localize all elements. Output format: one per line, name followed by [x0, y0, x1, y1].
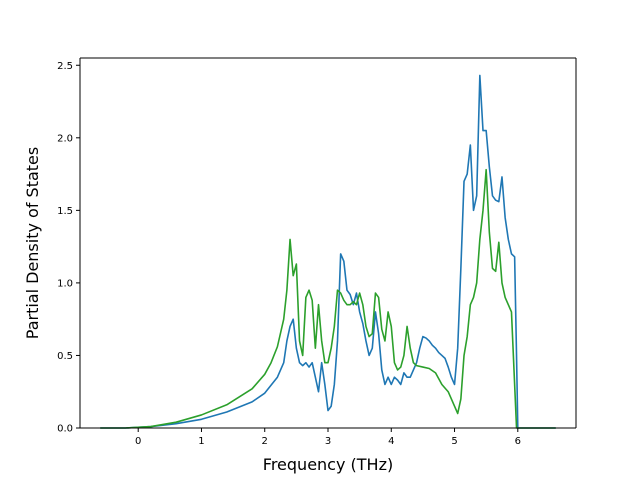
x-tick-label: 3: [325, 436, 331, 447]
series-line-2: [100, 168, 556, 429]
series-layer: [100, 74, 556, 429]
y-tick-label: 2.5: [57, 61, 73, 72]
y-tick-label: 0.0: [57, 424, 73, 435]
x-tick-label: 0: [135, 436, 141, 447]
y-axis-label: Partial Density of States: [23, 147, 42, 339]
x-tick-label: 6: [515, 436, 521, 447]
x-axis-ticks: 0 1 2 3 4 5 6: [135, 428, 521, 447]
x-tick-label: 4: [388, 436, 394, 447]
y-tick-label: 0.5: [57, 351, 73, 362]
x-axis-label: Frequency (THz): [263, 455, 393, 474]
y-tick-label: 1.5: [57, 206, 73, 217]
y-axis-ticks: 0.0 0.5 1.0 1.5 2.0 2.5: [57, 61, 80, 435]
x-tick-label: 2: [262, 436, 268, 447]
x-tick-label: 5: [451, 436, 457, 447]
y-tick-label: 2.0: [57, 133, 73, 144]
x-tick-label: 1: [198, 436, 204, 447]
series-line-1: [100, 74, 556, 429]
plot-area: [80, 58, 576, 428]
y-tick-label: 1.0: [57, 278, 73, 289]
